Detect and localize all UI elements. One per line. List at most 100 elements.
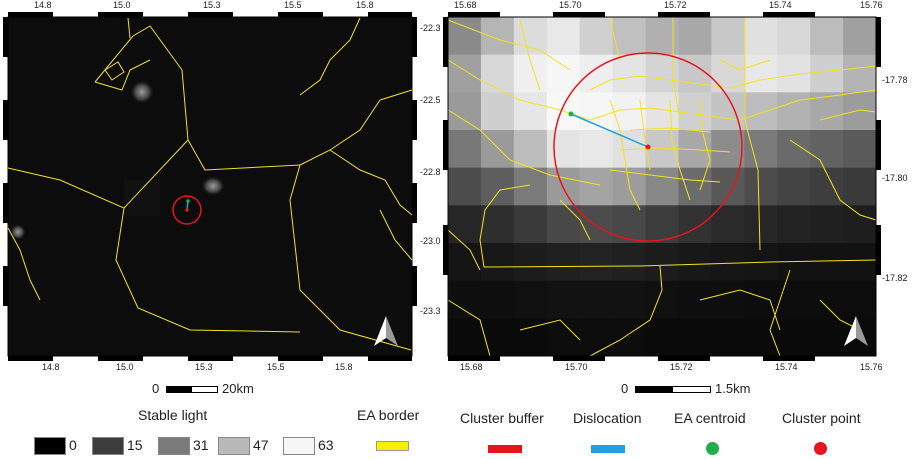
dislocation-swatch	[591, 445, 625, 453]
left-top-tick: 15.0	[113, 0, 131, 10]
right-map-panel: 15.68 15.70 15.72 15.74 15.76 15.68 15.7…	[440, 0, 912, 380]
raster-cell	[612, 17, 647, 56]
cluster-point-label: Cluster point	[782, 410, 861, 426]
raster-cell	[546, 54, 581, 93]
raster-cell	[480, 243, 515, 282]
raster-cell	[843, 243, 877, 282]
raster-cell	[777, 280, 811, 319]
raster-cell	[810, 92, 844, 131]
raster-cell	[448, 92, 482, 131]
raster-cell	[480, 280, 515, 319]
raster-cell	[843, 130, 877, 169]
raster-cell	[579, 167, 614, 206]
scale-zero-label: 0	[621, 381, 629, 396]
right-top-tick: 15.68	[454, 0, 477, 10]
raster-cell	[645, 243, 679, 282]
scale-bar-graphic	[166, 386, 218, 393]
raster-cell	[711, 280, 745, 319]
raster-cell	[843, 280, 877, 319]
raster-cell	[744, 167, 778, 206]
raster-cell	[513, 280, 548, 319]
left-map	[3, 12, 417, 361]
raster-cell	[810, 17, 844, 56]
light-swatch-0	[34, 437, 66, 455]
ea-border-swatch	[376, 441, 409, 451]
light-label-47: 47	[253, 437, 269, 453]
right-top-tick: 15.72	[664, 0, 687, 10]
raster-cell	[810, 130, 844, 169]
left-top-tick: 15.8	[356, 0, 374, 10]
raster-cell	[678, 205, 712, 244]
raster-cell	[480, 205, 515, 244]
left-right-tick: -22.5	[420, 95, 441, 105]
cluster-buffer-label: Cluster buffer	[460, 410, 544, 426]
raster-cell	[777, 92, 811, 131]
raster-cell	[612, 243, 647, 282]
raster-cell	[711, 54, 745, 93]
raster-cell	[810, 243, 844, 282]
scale-distance-label: 1.5km	[715, 381, 751, 396]
left-map-panel: 14.8 15.0 15.3 15.5 15.8 14.8 15.0 15.3 …	[0, 0, 441, 380]
raster-cell	[546, 205, 581, 244]
left-top-tick: 15.3	[203, 0, 221, 10]
raster-cell	[711, 17, 745, 56]
raster-cell	[843, 54, 877, 93]
raster-cell	[711, 318, 745, 357]
raster-cell	[579, 318, 614, 357]
raster-cell	[579, 243, 614, 282]
light-swatch-31	[158, 437, 190, 455]
raster-cell	[480, 17, 515, 56]
raster-cell	[843, 17, 877, 56]
raster-cell	[513, 92, 548, 131]
cluster-buffer-swatch	[488, 445, 522, 453]
raster-cell	[678, 92, 712, 131]
left-bottom-tick: 15.3	[195, 362, 213, 372]
raster-cell	[744, 205, 778, 244]
raster-cell	[744, 130, 778, 169]
raster-cell	[480, 54, 515, 93]
right-bottom-tick: 15.70	[565, 362, 588, 372]
north-arrow-icon	[374, 316, 398, 346]
right-right-tick: -17.78	[882, 75, 908, 85]
raster-cell	[448, 130, 482, 169]
raster-cell	[711, 130, 745, 169]
dislocation-label: Dislocation	[573, 410, 642, 426]
raster-cell	[448, 17, 482, 56]
raster-cell	[777, 318, 811, 357]
raster-cell	[678, 243, 712, 282]
raster-cell	[579, 130, 614, 169]
left-right-tick: -23.3	[420, 306, 441, 316]
scale-distance-label: 20km	[222, 381, 254, 396]
light-label-63: 63	[318, 437, 334, 453]
raster-cell	[645, 17, 679, 56]
raster-cell	[810, 318, 844, 357]
right-bottom-tick: 15.74	[775, 362, 798, 372]
raster-cell	[777, 167, 811, 206]
right-top-tick: 15.70	[559, 0, 582, 10]
raster-cell	[513, 205, 548, 244]
raster-cell	[612, 280, 647, 319]
north-arrow-icon	[844, 316, 868, 346]
raster-cell	[480, 318, 515, 357]
raster-cell	[744, 280, 778, 319]
raster-cell	[777, 130, 811, 169]
raster-cell	[645, 280, 679, 319]
raster-cell	[612, 54, 647, 93]
raster-cell	[579, 280, 614, 319]
raster-cell	[546, 318, 581, 357]
raster-cell	[612, 318, 647, 357]
stable-light-title: Stable light	[138, 407, 208, 423]
raster-cell	[546, 17, 581, 56]
raster-cell	[810, 54, 844, 93]
left-scale-bar: 0 20km	[152, 381, 272, 399]
raster-cell	[810, 280, 844, 319]
light-label-0: 0	[69, 437, 77, 453]
cluster-point-swatch	[814, 442, 827, 455]
right-map	[443, 12, 881, 361]
right-bottom-tick: 15.72	[670, 362, 693, 372]
light-swatch-47	[218, 437, 250, 455]
raster-cell	[678, 167, 712, 206]
raster-cell	[579, 205, 614, 244]
left-right-tick: -23.0	[420, 236, 441, 246]
raster-cell	[612, 205, 647, 244]
